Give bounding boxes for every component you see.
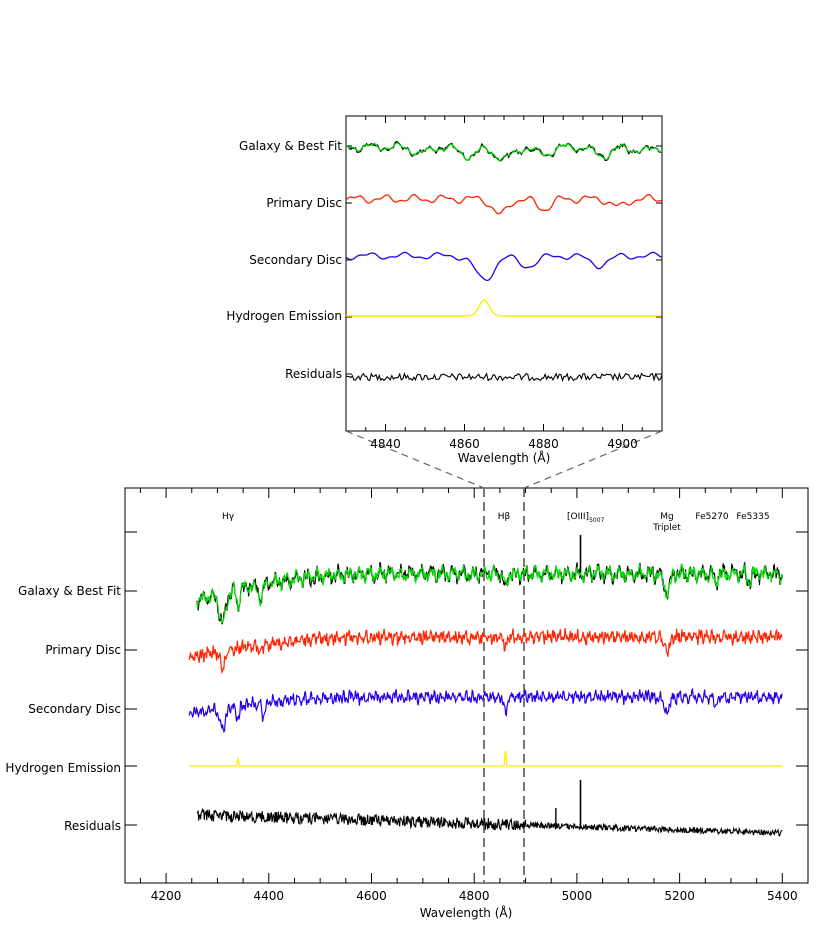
zoom-label-residuals: Residuals bbox=[285, 367, 342, 381]
main-tick-label: 4400 bbox=[254, 889, 285, 903]
main-tick-label: 4800 bbox=[459, 889, 490, 903]
annotation-mg-triplet: Triplet bbox=[652, 523, 681, 533]
annotation-fe5335: Fe5335 bbox=[736, 512, 769, 522]
zoom-tick-label: 4880 bbox=[528, 437, 559, 451]
zoom-tick-label: 4900 bbox=[607, 437, 638, 451]
main-best-fit-line bbox=[196, 562, 783, 624]
zoom-connector-right bbox=[523, 430, 663, 489]
main-residuals-line bbox=[196, 807, 783, 838]
annotation-fe5270: Fe5270 bbox=[695, 512, 728, 522]
zoom-primary-disc-line bbox=[345, 193, 663, 215]
main-label-residuals: Residuals bbox=[64, 819, 121, 833]
zoom-secondary-disc-line bbox=[345, 251, 663, 282]
zoom-galaxy-line bbox=[345, 140, 663, 162]
main-tick-label: 5000 bbox=[562, 889, 593, 903]
zoom-panel-frame bbox=[345, 115, 663, 432]
main-label-primary: Primary Disc bbox=[45, 643, 121, 657]
zoom-x-axis-ticks: 4840 4860 4880 4900 bbox=[345, 116, 663, 451]
zoom-tick-label: 4840 bbox=[370, 437, 401, 451]
annotation-hgamma: Hγ bbox=[222, 512, 235, 522]
zoom-label-primary: Primary Disc bbox=[266, 196, 342, 210]
zoom-x-axis-label: Wavelength (Å) bbox=[458, 450, 551, 465]
main-x-axis-label: Wavelength (Å) bbox=[420, 905, 513, 920]
zoom-best-fit-line bbox=[345, 142, 663, 162]
zoom-hydrogen-emission-line bbox=[346, 299, 662, 317]
main-tick-label: 5200 bbox=[664, 889, 695, 903]
main-label-galaxy: Galaxy & Best Fit bbox=[18, 584, 121, 598]
annotation-mg: Mg bbox=[660, 512, 673, 522]
main-tick-label: 5400 bbox=[767, 889, 798, 903]
zoom-label-hydrogen: Hydrogen Emission bbox=[226, 309, 342, 323]
main-tick-label: 4600 bbox=[356, 889, 387, 903]
main-panel-frame bbox=[124, 487, 809, 884]
zoom-connector-left bbox=[345, 430, 485, 489]
main-primary-disc-line bbox=[188, 628, 783, 675]
main-x-axis-ticks: 4200 4400 4600 4800 5000 5200 5400 bbox=[125, 488, 809, 903]
annotation-oiii-sub: 5007 bbox=[589, 517, 604, 524]
zoom-residuals-line bbox=[345, 371, 663, 383]
annotation-oiii-main: [OIII] bbox=[567, 512, 589, 522]
main-label-hydrogen: Hydrogen Emission bbox=[5, 761, 121, 775]
zoom-spectra bbox=[345, 140, 663, 383]
main-tick-label: 4200 bbox=[151, 889, 182, 903]
main-secondary-disc-line bbox=[188, 687, 783, 734]
main-hydrogen-emission-line bbox=[189, 750, 783, 767]
main-label-secondary: Secondary Disc bbox=[28, 702, 121, 716]
main-spectra bbox=[188, 535, 783, 838]
zoom-label-galaxy: Galaxy & Best Fit bbox=[239, 139, 342, 153]
annotation-oiii: [OIII]5007 bbox=[567, 512, 605, 524]
zoom-label-secondary: Secondary Disc bbox=[249, 253, 342, 267]
zoom-tick-label: 4860 bbox=[449, 437, 480, 451]
annotation-hbeta: Hβ bbox=[498, 512, 511, 522]
